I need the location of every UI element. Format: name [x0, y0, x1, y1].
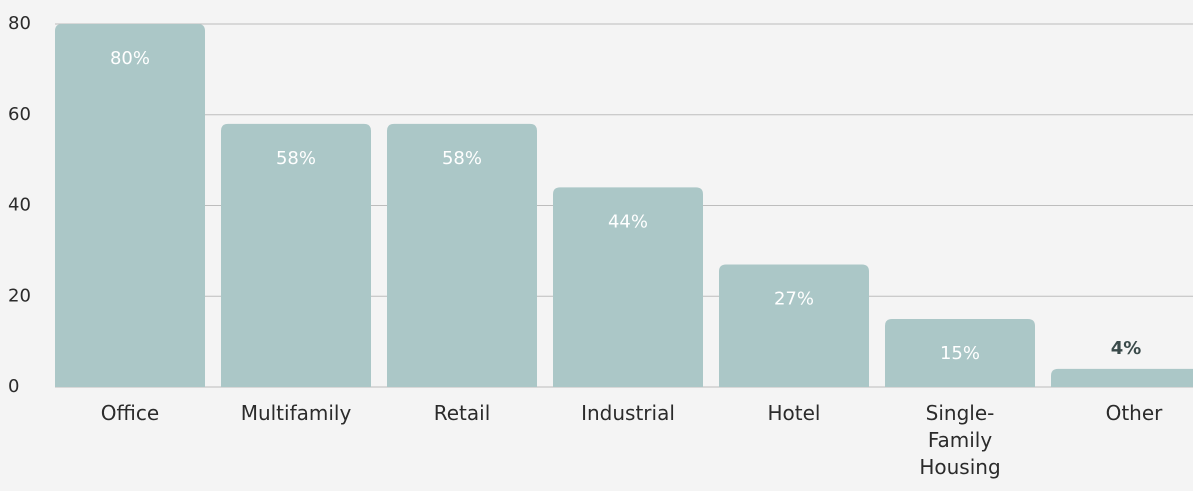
bar [55, 24, 205, 387]
x-tick-label: Retail [433, 401, 491, 425]
bar [553, 187, 703, 387]
x-tick-label: Office [100, 401, 160, 425]
bar [885, 318, 1035, 387]
bar [221, 123, 371, 387]
bar [1051, 368, 1193, 387]
data-label: 58% [276, 148, 316, 169]
x-tick-label: Multifamily [240, 401, 352, 425]
x-tick-label: Hotel [767, 401, 821, 425]
y-tick-label: 60 [8, 104, 31, 125]
data-label: 44% [608, 211, 648, 232]
x-tick-label: Industrial [581, 401, 675, 425]
data-label: 4% [1111, 338, 1142, 359]
data-label: 58% [442, 148, 482, 169]
y-tick-label: 20 [8, 285, 31, 306]
x-tick-label: Single-Family Housing [919, 401, 1001, 479]
y-tick-label: 40 [8, 195, 31, 216]
x-tick-label: Other [1105, 401, 1163, 425]
bar [719, 264, 869, 387]
data-label: 15% [940, 343, 980, 364]
data-label: 80% [110, 48, 150, 69]
data-label: 27% [774, 288, 814, 309]
bar [387, 123, 537, 387]
y-tick-label: 80 [8, 13, 31, 34]
y-tick-label: 0 [8, 376, 19, 397]
